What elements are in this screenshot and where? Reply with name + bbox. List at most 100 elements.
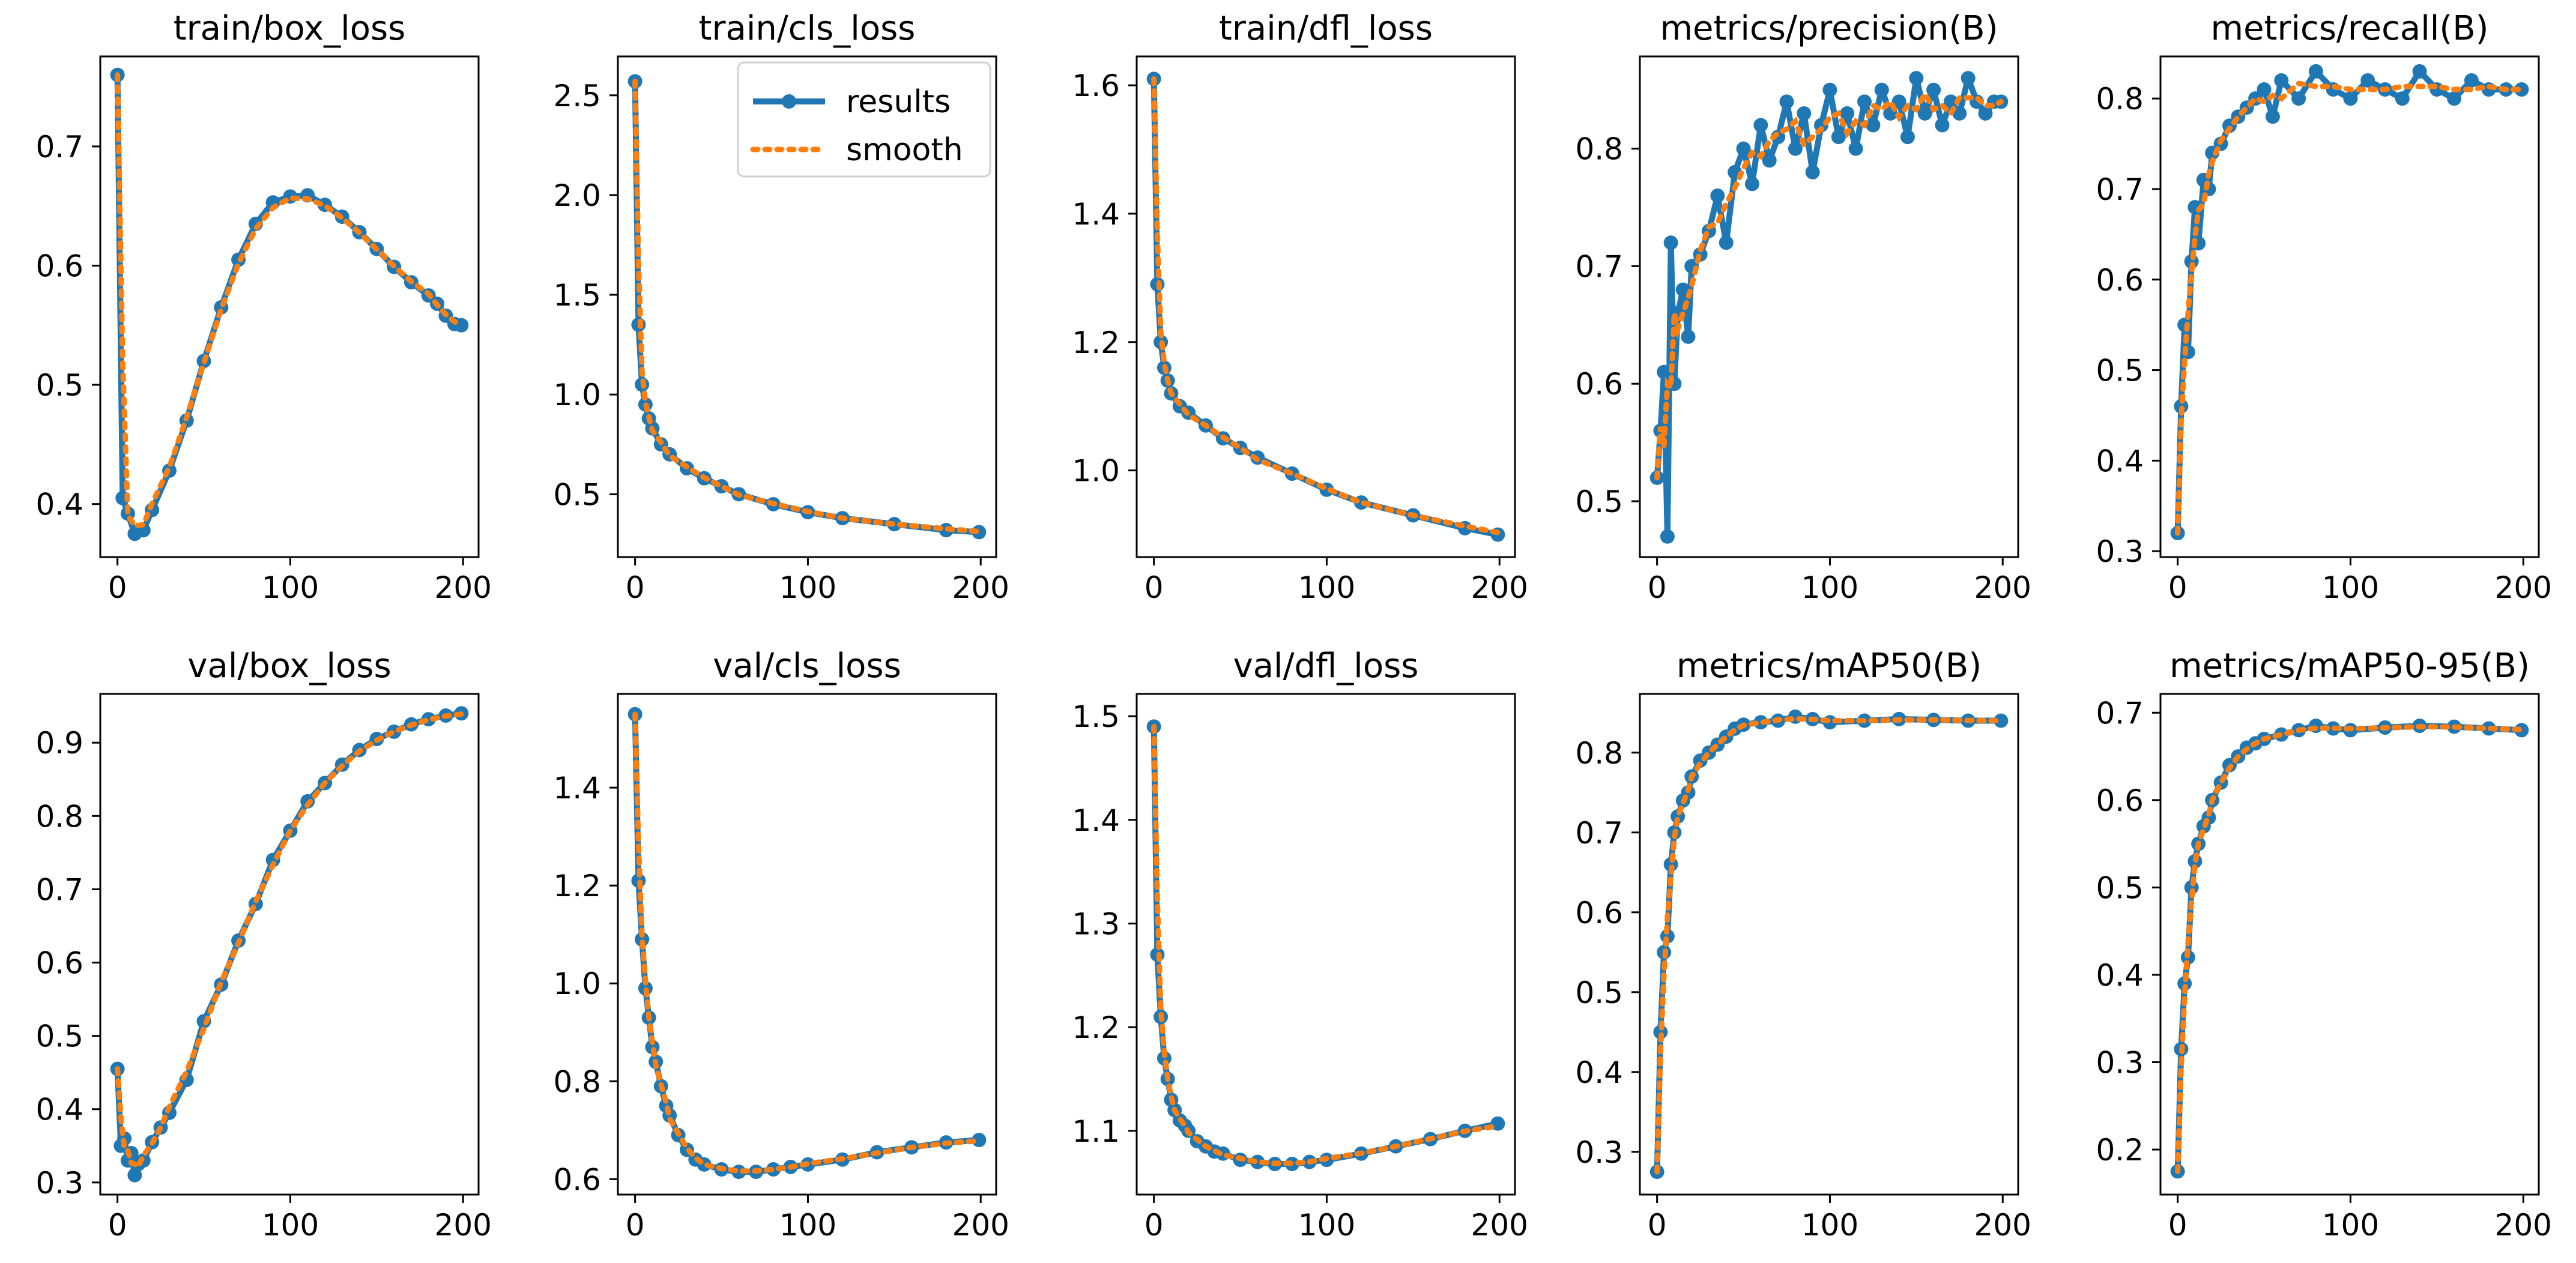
results-point-metrics-recall-b-28: [2464, 73, 2479, 88]
plot-title-metrics-map50-b: metrics/mAP50(B): [1677, 647, 1982, 686]
x-tick-label-metrics-precision-b-100: 100: [1801, 570, 1858, 605]
x-tick-label-metrics-map50-95-b-100: 100: [2322, 1208, 2379, 1243]
y-tick-label-metrics-recall-b-0-7: 0.7: [2096, 172, 2144, 207]
y-tick-label-metrics-map50-95-b-0-6: 0.6: [2096, 783, 2144, 818]
y-tick-label-val-dfl-loss-1-2: 1.2: [1072, 1010, 1120, 1045]
y-tick-label-val-dfl-loss-1-4: 1.4: [1072, 803, 1120, 838]
y-tick-label-train-dfl-loss-1-0: 1.0: [1072, 454, 1120, 489]
y-tick-label-val-box-loss-0-3: 0.3: [35, 1166, 83, 1201]
results-point-metrics-recall-b-15: [2257, 82, 2272, 97]
results-point-metrics-precision-b-28: [1848, 141, 1863, 156]
y-tick-label-metrics-precision-b-0-8: 0.8: [1575, 132, 1623, 167]
series-group-train-cls-loss: [627, 74, 987, 540]
smooth-line-val-cls-loss: [632, 711, 982, 1174]
y-tick-label-train-dfl-loss-1-6: 1.6: [1072, 68, 1120, 103]
results-point-val-box-loss-5: [127, 1168, 142, 1183]
y-tick-label-train-dfl-loss-1-2: 1.2: [1072, 325, 1120, 360]
y-tick-label-val-box-loss-0-8: 0.8: [35, 799, 83, 834]
results-point-metrics-precision-b-41: [1961, 71, 1976, 86]
results-line-metrics-precision-b: [1654, 75, 2001, 540]
results-point-metrics-precision-b-31: [1874, 82, 1889, 97]
results-point-metrics-precision-b-13: [1719, 235, 1734, 250]
subplot-metrics-precision-b: metrics/precision(B) 0 100 200 0.5 0.6 0.7 0.8: [1575, 9, 2031, 605]
y-tick-label-train-cls-loss-2-5: 2.5: [553, 79, 601, 113]
series-group-val-box-loss: [110, 706, 469, 1183]
results-point-val-cls-loss-24: [972, 1133, 987, 1148]
legend-train-cls-loss: results smooth: [737, 61, 991, 178]
results-point-metrics-precision-b-2: [1657, 364, 1672, 379]
y-tick-label-val-cls-loss-1-4: 1.4: [553, 771, 601, 806]
x-tick-label-val-dfl-loss-200: 200: [1471, 1208, 1528, 1243]
results-point-metrics-precision-b-16: [1744, 176, 1759, 191]
y-tick-label-train-cls-loss-1-0: 1.0: [553, 378, 601, 412]
x-tick-label-val-dfl-loss-100: 100: [1298, 1208, 1355, 1243]
subplot-val-dfl-loss: val/dfl_loss 0 100 200 1.1 1.2 1.3 1.4 1.5: [1072, 647, 1528, 1243]
y-tick-label-val-box-loss-0-9: 0.9: [35, 726, 83, 761]
plot-title-train-box-loss: train/box_loss: [174, 9, 406, 48]
x-tick-label-metrics-map50-b-200: 200: [1974, 1208, 2031, 1243]
y-tick-label-val-cls-loss-0-8: 0.8: [553, 1064, 601, 1099]
y-tick-label-train-box-loss-0-6: 0.6: [35, 249, 83, 283]
axes-frame-train-dfl-loss: [1135, 55, 1516, 558]
results-point-metrics-precision-b-34: [1900, 130, 1915, 145]
results-point-metrics-precision-b-39: [1943, 94, 1958, 109]
x-tick-label-metrics-recall-b-0: 0: [2168, 570, 2187, 605]
results-point-metrics-precision-b-20: [1779, 94, 1794, 109]
axes-frame-val-box-loss: [99, 693, 480, 1196]
y-tick-label-val-cls-loss-1-0: 1.0: [553, 966, 601, 1001]
x-tick-label-train-cls-loss-0: 0: [626, 570, 645, 605]
y-tick-label-train-cls-loss-1-5: 1.5: [553, 278, 601, 313]
y-tick-label-metrics-precision-b-0-7: 0.7: [1575, 249, 1623, 284]
subplot-metrics-map50-b: metrics/mAP50(B) 0 100 200 0.3 0.4 0.5 0.6 0.7 0.…: [1575, 647, 2031, 1243]
y-tick-label-metrics-precision-b-0-6: 0.6: [1575, 367, 1623, 402]
results-point-metrics-precision-b-8: [1681, 329, 1696, 344]
y-tick-label-metrics-map50-b-0-3: 0.3: [1575, 1135, 1623, 1170]
results-point-metrics-recall-b-16: [2265, 109, 2280, 124]
results-point-metrics-precision-b-17: [1753, 118, 1768, 133]
smooth-line-metrics-map50-95-b: [2175, 724, 2524, 1174]
legend-results-label: results: [846, 84, 951, 120]
y-tick-label-val-dfl-loss-1-3: 1.3: [1072, 906, 1120, 941]
x-tick-label-train-dfl-loss-0: 0: [1144, 570, 1164, 605]
smooth-line-metrics-precision-b: [1654, 88, 2004, 481]
subplot-val-cls-loss: val/cls_loss 0 100 200 0.6 0.8 1.0 1.2 1.4: [553, 647, 1009, 1243]
smooth-line-train-dfl-loss: [1151, 76, 1501, 535]
x-tick-label-val-dfl-loss-0: 0: [1144, 1208, 1164, 1243]
results-point-metrics-recall-b-21: [2343, 91, 2358, 106]
results-point-metrics-precision-b-7: [1675, 282, 1690, 297]
y-tick-label-metrics-recall-b-0-6: 0.6: [2096, 263, 2144, 298]
x-tick-label-train-cls-loss-100: 100: [779, 570, 836, 605]
results-point-metrics-precision-b-15: [1736, 141, 1751, 156]
series-group-metrics-map50-b: [1649, 709, 2009, 1180]
y-tick-label-metrics-recall-b-0-8: 0.8: [2096, 82, 2144, 116]
y-tick-label-train-cls-loss-0-5: 0.5: [553, 477, 601, 512]
x-tick-label-train-box-loss-100: 100: [262, 570, 319, 605]
smooth-line-metrics-map50-b: [1654, 716, 2004, 1175]
y-tick-label-val-box-loss-0-6: 0.6: [35, 946, 83, 981]
y-tick-label-metrics-map50-b-0-5: 0.5: [1575, 975, 1623, 1010]
results-point-metrics-precision-b-3: [1660, 529, 1675, 544]
results-point-metrics-precision-b-26: [1831, 130, 1846, 145]
results-point-metrics-precision-b-23: [1805, 164, 1820, 179]
y-tick-label-metrics-map50-b-0-6: 0.6: [1575, 896, 1623, 930]
results-point-metrics-precision-b-43: [1978, 106, 1993, 121]
plot-title-metrics-map50-95-b: metrics/mAP50-95(B): [2169, 647, 2530, 686]
axes-frame-train-box-loss: [99, 55, 480, 558]
results-point-metrics-recall-b-31: [2514, 82, 2529, 97]
y-tick-label-metrics-recall-b-0-5: 0.5: [2096, 354, 2144, 388]
results-point-metrics-precision-b-25: [1822, 82, 1837, 97]
results-line-metrics-map50-95-b: [2174, 723, 2522, 1172]
y-tick-label-metrics-recall-b-0-4: 0.4: [2096, 444, 2144, 478]
y-tick-label-val-box-loss-0-7: 0.7: [35, 872, 83, 907]
y-tick-label-metrics-map50-95-b-0-3: 0.3: [2096, 1045, 2144, 1080]
results-point-metrics-recall-b-17: [2274, 73, 2289, 88]
y-tick-label-metrics-map50-95-b-0-2: 0.2: [2096, 1133, 2144, 1168]
y-tick-label-metrics-map50-b-0-8: 0.8: [1575, 736, 1623, 771]
y-tick-label-val-cls-loss-1-2: 1.2: [553, 869, 601, 903]
results-line-metrics-map50-b: [1654, 713, 2001, 1172]
x-tick-label-metrics-precision-b-0: 0: [1648, 570, 1667, 605]
subplot-train-box-loss: train/box_loss 0 100 200 0.4 0.5 0.6 0.7: [35, 9, 491, 605]
results-point-val-cls-loss-2: [635, 932, 650, 947]
y-tick-label-train-cls-loss-2-0: 2.0: [553, 178, 601, 213]
y-tick-label-train-box-loss-0-7: 0.7: [35, 130, 83, 164]
